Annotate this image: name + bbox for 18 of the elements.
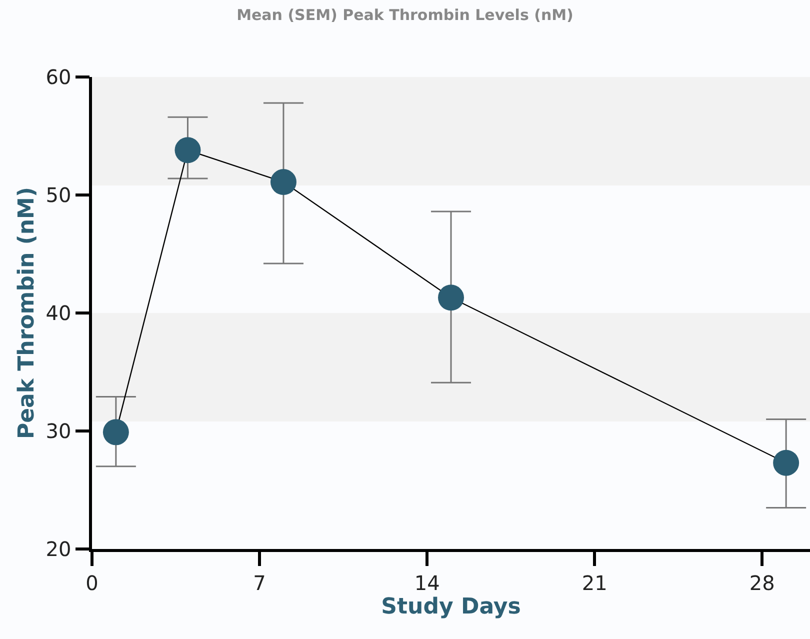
- point: [174, 137, 201, 164]
- y-tick-label: 20: [46, 537, 72, 561]
- chart-title: Mean (SEM) Peak Thrombin Levels (nM): [236, 6, 574, 24]
- x-axis-title: Study Days: [381, 594, 521, 620]
- y-axis-title: Peak Thrombin (nM): [14, 186, 40, 440]
- x-tick-label: 7: [253, 570, 266, 595]
- point: [438, 284, 464, 311]
- y-tick-label: 40: [46, 301, 72, 325]
- x-tick-label: 21: [582, 570, 608, 595]
- point: [773, 450, 800, 476]
- x-tick-label: 14: [414, 570, 440, 595]
- y-tick-label: 60: [46, 65, 72, 89]
- x-tick-label: 28: [749, 570, 775, 595]
- x-tick-label: 0: [86, 570, 98, 595]
- y-tick-label: 50: [46, 183, 72, 207]
- y-tick-label: 30: [46, 419, 72, 443]
- point: [270, 169, 296, 196]
- point: [102, 419, 129, 446]
